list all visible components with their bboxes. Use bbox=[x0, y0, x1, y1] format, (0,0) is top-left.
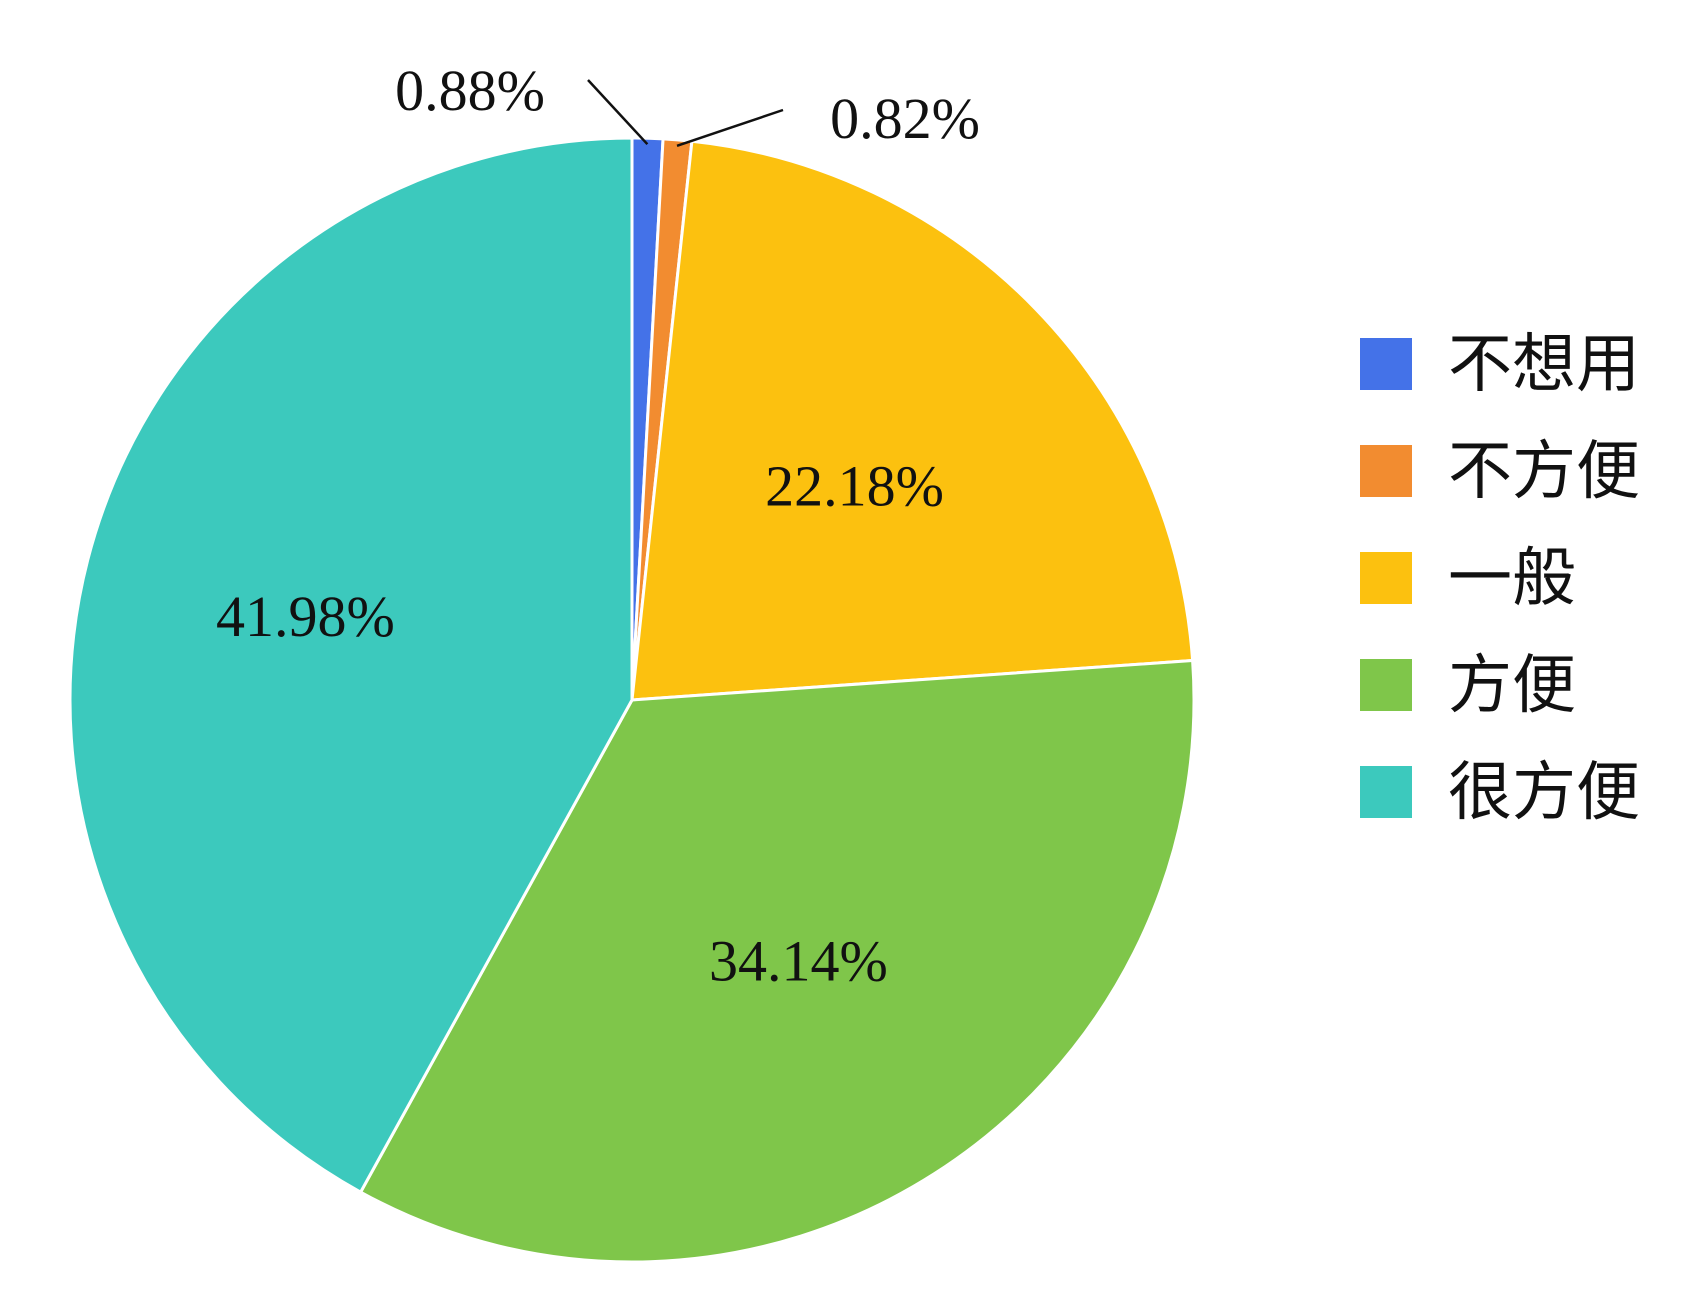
pie-slice bbox=[358, 658, 1196, 1264]
legend-label: 不想用 bbox=[1448, 328, 1640, 402]
legend-swatch bbox=[1360, 766, 1412, 818]
pie-slice bbox=[630, 139, 1195, 702]
legend-label: 不方便 bbox=[1448, 435, 1640, 509]
leader-lines bbox=[587, 79, 784, 148]
legend-swatch bbox=[1360, 659, 1412, 711]
legend-swatch bbox=[1360, 445, 1412, 497]
legend-label: 方便 bbox=[1448, 649, 1576, 723]
slice-value-label: 34.14% bbox=[709, 928, 888, 993]
legend-swatch bbox=[1360, 552, 1412, 604]
slice-value-label: 41.98% bbox=[216, 584, 395, 649]
leader-line bbox=[676, 108, 784, 148]
slice-value-label: 0.88% bbox=[395, 58, 545, 123]
leader-line bbox=[587, 79, 649, 146]
pie-slice bbox=[68, 136, 634, 1195]
slice-value-label: 22.18% bbox=[765, 453, 944, 518]
legend-swatch bbox=[1360, 338, 1412, 390]
pie-slices bbox=[68, 136, 1196, 1264]
legend-label: 很方便 bbox=[1448, 756, 1640, 830]
data-labels: 0.88% 0.82% 22.18% 34.14% 41.98% bbox=[216, 58, 980, 993]
slice-value-label: 0.82% bbox=[830, 86, 980, 151]
legend-label: 一般 bbox=[1448, 542, 1576, 616]
